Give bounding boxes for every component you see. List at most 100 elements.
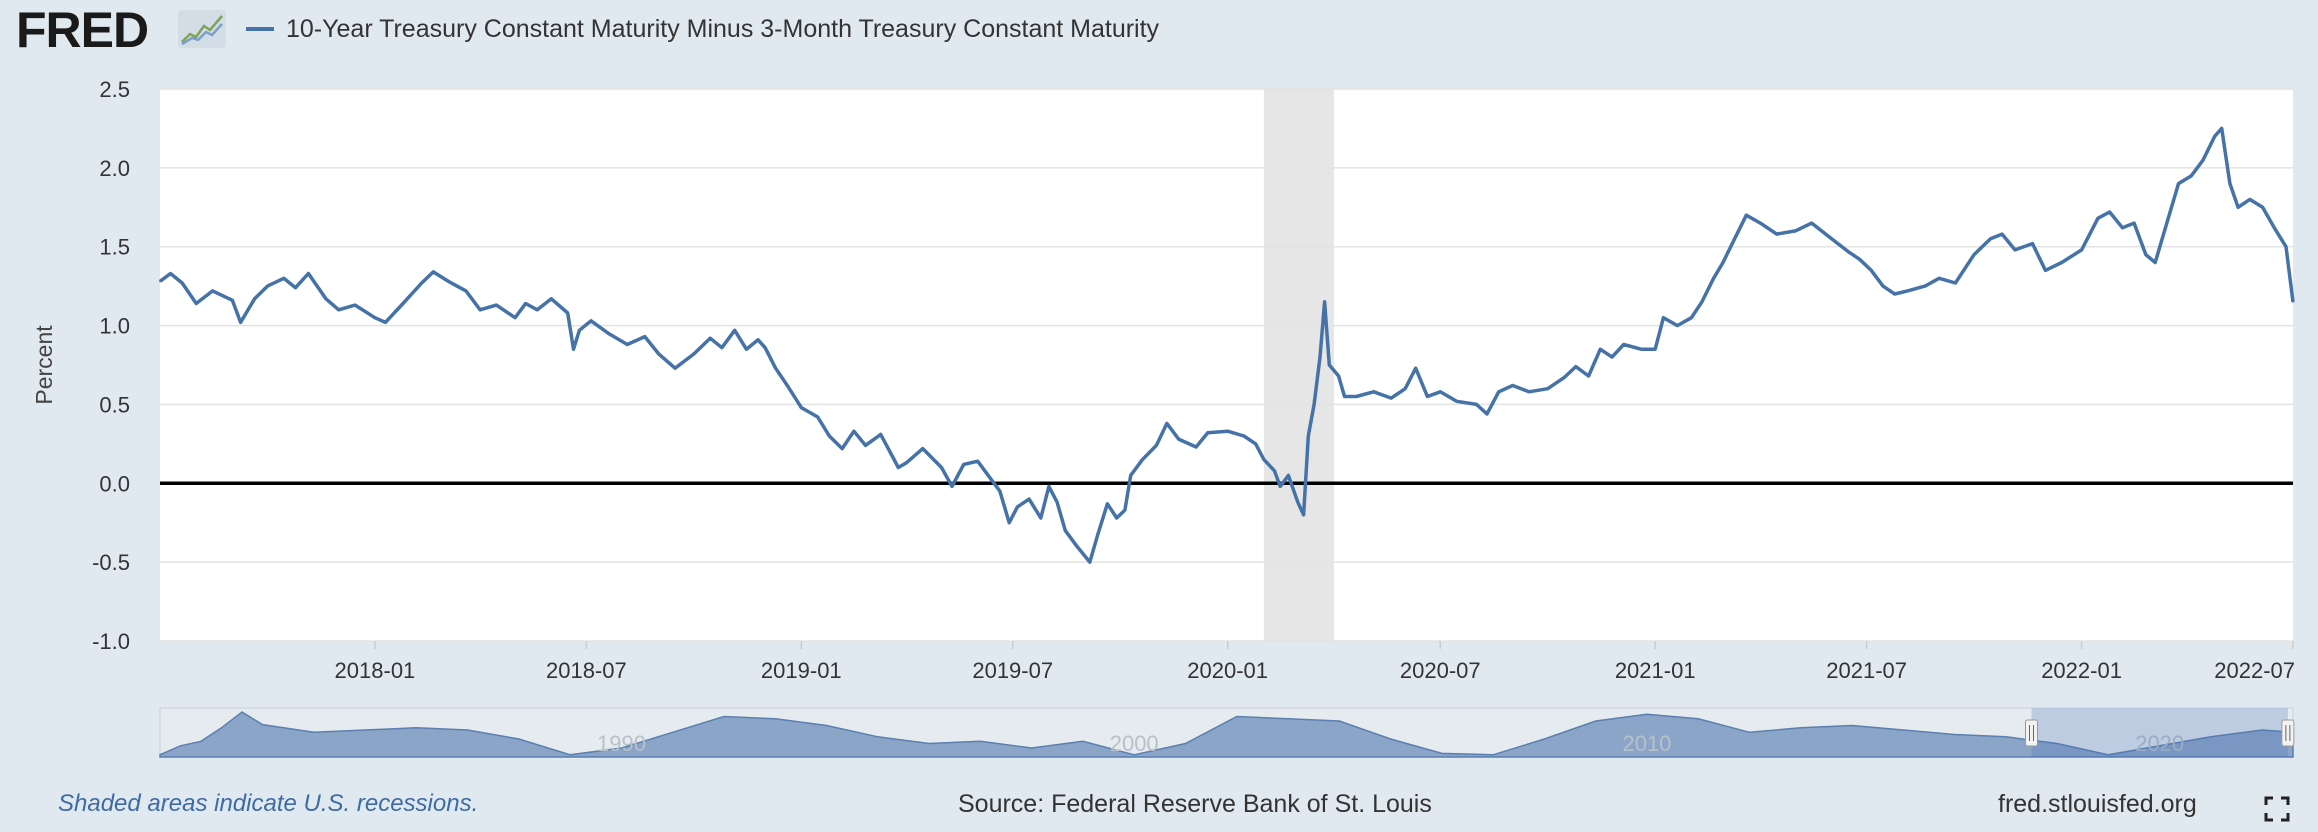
data-point	[2133, 222, 2136, 225]
data-point	[1243, 435, 1245, 437]
data-point	[940, 466, 943, 469]
chart-area: 2.5 2.0 1.5 1.0 0.5 0.0 -0.5 -1.0 2018-01 2018-07…	[31, 77, 2295, 758]
data-point	[921, 447, 924, 450]
x-tick-label: 2022-07	[2214, 658, 2295, 683]
data-point	[1206, 431, 1209, 434]
data-point	[1722, 261, 1724, 264]
data-point	[607, 332, 610, 335]
data-point	[879, 433, 882, 436]
data-point	[1307, 435, 1310, 437]
data-point	[674, 367, 676, 370]
data-point	[1097, 532, 1099, 535]
data-point	[1141, 458, 1144, 461]
data-point	[1372, 390, 1375, 393]
data-point	[1587, 375, 1590, 377]
data-point	[1574, 365, 1577, 368]
data-point	[1177, 438, 1180, 440]
legend[interactable]: 10-Year Treasury Constant Maturity Minus…	[246, 10, 1159, 48]
fred-logo[interactable]: FRED	[16, 2, 149, 58]
legend-label: 10-Year Treasury Constant Maturity Minus…	[286, 14, 1160, 43]
data-point	[1313, 403, 1315, 406]
data-point	[897, 466, 900, 469]
data-point	[1166, 422, 1168, 425]
data-point	[325, 297, 327, 300]
x-tick-label: 2018-07	[546, 658, 627, 683]
data-point	[2202, 159, 2205, 161]
data-point	[1906, 290, 1909, 292]
data-point	[1115, 517, 1118, 519]
data-point	[337, 308, 340, 311]
data-point	[1563, 376, 1565, 379]
navigator-handle-right[interactable]	[2281, 719, 2295, 747]
data-point	[282, 277, 285, 280]
data-point	[1439, 390, 1442, 393]
data-point	[550, 297, 553, 300]
data-point	[1155, 444, 1158, 447]
data-point	[2031, 242, 2034, 245]
data-point	[757, 338, 759, 341]
data-point	[962, 463, 965, 466]
data-point	[195, 302, 198, 305]
data-point	[253, 297, 256, 300]
data-point	[2229, 182, 2231, 185]
data-point	[1124, 509, 1126, 511]
data-point	[384, 321, 387, 324]
data-point	[1319, 356, 1321, 358]
y-axis-title: Percent	[31, 325, 57, 405]
data-point	[1048, 485, 1050, 488]
data-point	[2108, 211, 2111, 213]
data-point	[465, 290, 467, 292]
data-point	[1486, 413, 1488, 415]
data-point	[1076, 545, 1078, 548]
data-point	[800, 406, 803, 409]
data-point	[2060, 261, 2063, 264]
data-point	[1893, 293, 1896, 295]
navigator-handle-left[interactable]	[2025, 719, 2039, 747]
data-point	[159, 280, 161, 283]
data-point	[905, 461, 908, 464]
fullscreen-icon[interactable]	[2264, 796, 2290, 822]
data-point	[2285, 245, 2287, 248]
data-point	[1858, 258, 1861, 261]
data-point	[1662, 316, 1665, 319]
data-point	[786, 384, 789, 387]
plot-background	[160, 89, 2293, 641]
site-link[interactable]: fred.stlouisfed.org	[1998, 790, 2197, 818]
data-point	[1870, 269, 1873, 272]
data-point	[745, 348, 748, 351]
x-tick-label: 2020-07	[1400, 658, 1481, 683]
data-point	[1511, 384, 1514, 387]
navigator[interactable]: 1990 2000 2010 2020	[159, 707, 2295, 758]
data-point	[1745, 214, 1748, 217]
data-point	[733, 329, 736, 332]
y-tick-label: 0.0	[99, 471, 130, 496]
data-point	[1528, 390, 1530, 393]
data-point	[1056, 501, 1058, 504]
data-point	[524, 302, 527, 305]
data-point	[1323, 301, 1326, 303]
data-point	[479, 308, 481, 311]
data-point	[2080, 249, 2083, 251]
data-point	[2177, 182, 2180, 185]
data-point	[578, 329, 581, 332]
data-point	[1328, 364, 1331, 366]
data-point	[1016, 506, 1019, 508]
data-point	[2044, 269, 2047, 272]
data-point	[1404, 387, 1407, 390]
data-point	[2165, 222, 2168, 225]
data-point	[841, 447, 844, 450]
data-point	[976, 460, 979, 463]
data-point	[721, 346, 723, 349]
data-point	[2237, 206, 2240, 209]
data-point	[951, 485, 953, 488]
y-tick-label: 1.0	[99, 314, 130, 339]
data-point	[2014, 249, 2016, 251]
data-point	[495, 304, 498, 306]
data-point	[1195, 446, 1197, 448]
data-point	[692, 353, 695, 355]
data-point	[2248, 198, 2251, 201]
data-point	[1701, 301, 1703, 303]
data-point	[590, 319, 592, 322]
data-point	[1775, 233, 1778, 236]
data-point	[816, 416, 819, 418]
